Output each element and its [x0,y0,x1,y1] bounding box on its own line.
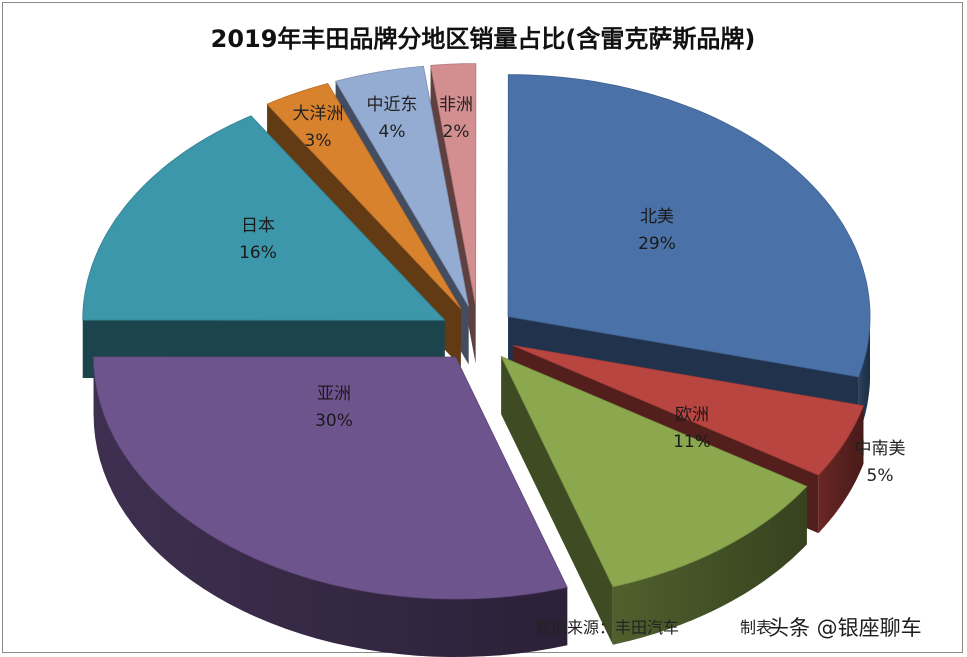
slice-label: 大洋洲 [293,104,344,124]
footer-source: 数据来源：丰田汽车 [535,614,679,638]
slice-label: 欧洲 [675,405,709,425]
chart-title: 2019年丰田品牌分地区销量占比(含雷克萨斯品牌) [211,25,756,53]
slices-layer [83,64,870,657]
slice-value-label: 30% [315,411,353,431]
slice-label: 中南美 [855,439,906,459]
slice-value-label: 2% [443,122,470,142]
pie-chart: 2019年丰田品牌分地区销量占比(含雷克萨斯品牌) 北美 29% 中南美 5% 欧洲 11… [0,0,967,657]
slice-label: 中近东 [367,95,418,115]
slice-label: 日本 [241,216,275,236]
slice-label: 非洲 [439,95,473,115]
slice-value-label: 3% [305,131,332,151]
slice-value-label: 16% [239,243,277,263]
slice-value-label: 5% [867,466,894,486]
slice-label: 亚洲 [317,384,351,404]
slice-value-label: 11% [673,432,711,452]
slice-value-label: 4% [379,122,406,142]
slice-label: 北美 [640,207,674,227]
slice-value-label: 29% [638,234,676,254]
watermark: 头条 @银座聊车 [768,612,922,642]
